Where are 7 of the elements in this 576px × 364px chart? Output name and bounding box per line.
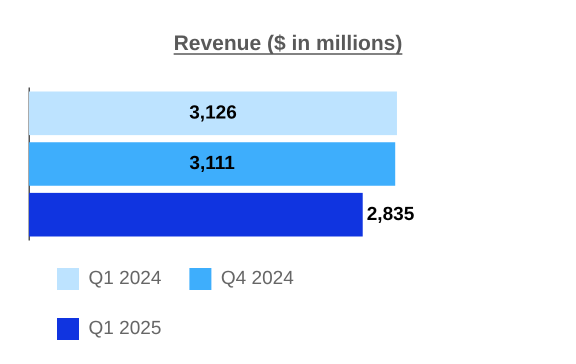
data-label: 3,126 (189, 102, 237, 124)
data-label: 3,111 (189, 153, 236, 174)
legend-label: Q4 2024 (220, 268, 294, 290)
data-label: 2,835 (366, 204, 415, 225)
legend-label: Q1 2024 (88, 268, 162, 290)
chart-title: Revenue ($ in millions) (174, 32, 402, 55)
legend-label: Q1 2025 (88, 318, 162, 340)
